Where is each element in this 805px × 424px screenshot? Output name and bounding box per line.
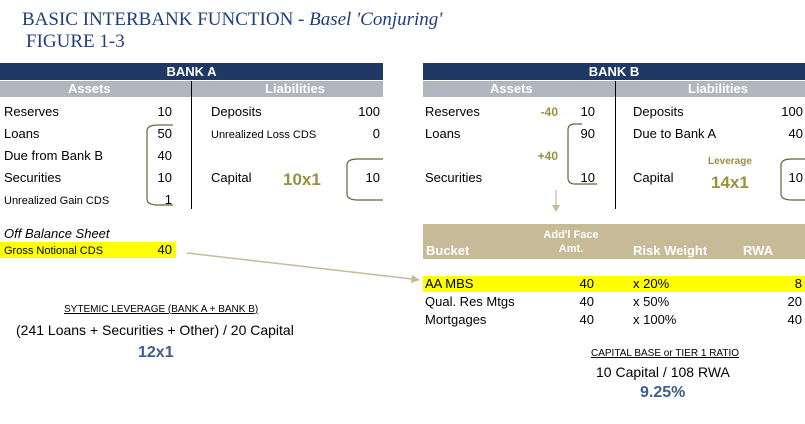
gross-notional-value: 40 <box>157 242 172 257</box>
figure-label: FIGURE 1-3 <box>26 31 125 52</box>
bank-b-subheader: Assets Liabilities <box>423 81 805 97</box>
bank-a-asset-label: Unrealized Gain CDS <box>4 195 110 207</box>
bank-a-liabilities-header: Liabilities <box>265 81 325 96</box>
rwa-face: 40 <box>579 294 594 309</box>
off-balance-title: Off Balance Sheet <box>4 226 110 241</box>
rwa-bucket: Mortgages <box>425 312 487 327</box>
bank-b-asset-label: Securities <box>425 170 483 185</box>
bank-a-asset-label: Loans <box>4 126 40 141</box>
rwa-header-rwa: RWA <box>743 243 774 258</box>
bank-b-liability-label: Due to Bank A <box>633 126 717 141</box>
bank-a-liability-label: Unrealized Loss CDS <box>211 129 317 141</box>
bank-a-asset-label: Reserves <box>4 104 59 119</box>
bank-a-liability-value: 100 <box>358 104 380 119</box>
systemic-formula: (241 Loans + Securities + Other) / 20 Ca… <box>16 322 294 338</box>
gross-notional-label: Gross Notional CDS <box>4 245 104 257</box>
capital-ratio-result: 9.25% <box>640 384 686 401</box>
rwa-face: 40 <box>579 312 594 327</box>
rwa-table-header: Bucket Add'l Face Amt. Risk Weight RWA <box>423 224 805 259</box>
rwa-value: 40 <box>787 312 802 327</box>
rwa-row-highlight <box>423 276 805 292</box>
bank-b-liability-value: 10 <box>788 170 803 185</box>
rwa-header-risk: Risk Weight <box>633 243 708 258</box>
rwa-value: 20 <box>787 294 802 309</box>
systemic-title: SYTEMIC LEVERAGE (BANK A + BANK B) <box>64 304 259 315</box>
rwa-face: 40 <box>579 276 594 291</box>
bank-b-liability-value: 100 <box>781 104 803 119</box>
bank-b-asset-change: -40 <box>540 105 558 119</box>
bank-b-liability-label: Capital <box>633 170 674 185</box>
bank-b-liabilities-header: Liabilities <box>688 81 748 96</box>
bank-a-liability-label: Deposits <box>211 104 262 119</box>
page-title: BASIC INTERBANK FUNCTION - Basel 'Conjur… <box>22 9 442 31</box>
bank-a-assets-header: Assets <box>68 81 111 96</box>
bank-a-asset-label: Securities <box>4 170 62 185</box>
bank-a-liability-value: 0 <box>372 126 380 141</box>
systemic-result: 12x1 <box>138 344 174 361</box>
bank-b-leverage: 14x1 <box>711 173 749 192</box>
bank-a-divider <box>191 81 192 209</box>
bank-b-asset-label: Loans <box>425 126 461 141</box>
rwa-risk: x 100% <box>633 312 677 327</box>
bank-a-liability-value: 10 <box>365 170 380 185</box>
title-italic: Basel 'Conjuring' <box>309 9 443 30</box>
bank-a-asset-value: 10 <box>157 170 172 185</box>
bank-b-assets-header: Assets <box>490 81 533 96</box>
bank-b-header: BANK B <box>423 63 805 80</box>
bank-a-leverage: 10x1 <box>283 170 321 189</box>
title-main: BASIC INTERBANK FUNCTION - <box>22 9 310 30</box>
off-balance-row: Gross Notional CDS 40 <box>0 242 176 258</box>
bank-a-header: BANK A <box>0 63 383 80</box>
capital-ratio-formula: 10 Capital / 108 RWA <box>596 364 730 380</box>
rwa-bucket: Qual. Res Mtgs <box>425 294 515 309</box>
bank-b-liability-label: Deposits <box>633 104 684 119</box>
rwa-value: 8 <box>794 276 802 291</box>
rwa-risk: x 20% <box>633 276 670 291</box>
bank-b-divider <box>615 81 616 209</box>
bank-a-asset-value: 50 <box>157 126 172 141</box>
rwa-header-bucket: Bucket <box>426 243 470 258</box>
bank-a-asset-value: 10 <box>157 104 172 119</box>
bank-a-asset-label: Due from Bank B <box>4 148 103 163</box>
bank-a-asset-value: 1 <box>164 192 172 207</box>
bank-a-liability-label: Capital <box>211 170 252 185</box>
bank-b-asset-value: 10 <box>580 104 595 119</box>
bank-b-leverage-label: Leverage <box>708 156 752 167</box>
bank-b-asset-change: +40 <box>537 149 558 163</box>
rwa-header-face: Add'l Face Amt. <box>543 229 599 255</box>
bank-b-asset-value: 90 <box>580 126 595 141</box>
bank-b-asset-value: 10 <box>580 170 595 185</box>
capital-ratio-title: CAPITAL BASE or TIER 1 RATIO <box>591 348 740 359</box>
bank-b-liability-value: 40 <box>788 126 803 141</box>
rwa-bucket: AA MBS <box>425 276 474 291</box>
bank-b-asset-label: Reserves <box>425 104 480 119</box>
bank-a-asset-value: 40 <box>157 148 172 163</box>
rwa-risk: x 50% <box>633 294 670 309</box>
